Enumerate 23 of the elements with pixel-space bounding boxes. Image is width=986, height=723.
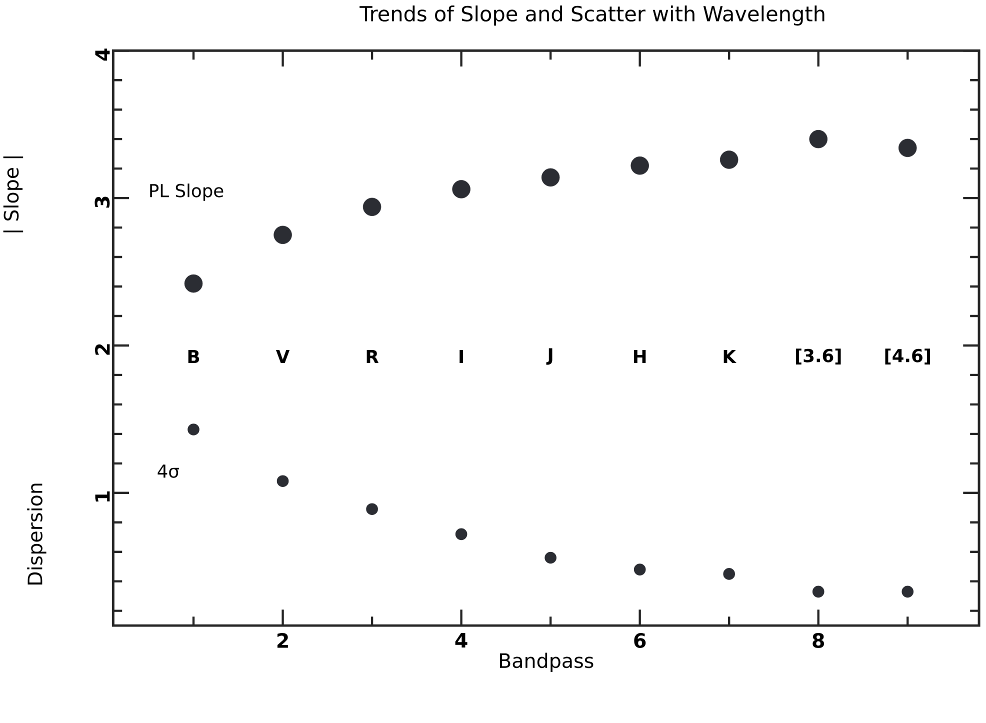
- x-tick-label: 2: [277, 633, 288, 648]
- x-axis-title: Bandpass: [500, 652, 594, 672]
- annotation: I: [460, 350, 463, 364]
- x-tick-label: 6: [634, 633, 646, 648]
- annotation: B: [188, 350, 200, 364]
- text: Dispersion: [27, 484, 46, 585]
- legend-label: PL Slope: [150, 184, 224, 201]
- y-tick-label: 4: [95, 48, 110, 61]
- annotation: [4.6]: [885, 348, 930, 365]
- x-tick-label: 4: [455, 633, 468, 648]
- annotation: V: [276, 350, 290, 364]
- annotation: K: [724, 350, 737, 364]
- legend-label: 4σ: [158, 464, 179, 478]
- y-tick-label: 1: [95, 491, 110, 502]
- y-tick-label: 2: [95, 344, 110, 355]
- annotation: R: [366, 350, 379, 364]
- chart-title: Trends of Slope and Scatter with Wavelength: [360, 6, 824, 26]
- y-tick-label: 3: [94, 196, 110, 208]
- x-tick-label: 8: [812, 633, 824, 648]
- y-axis-title: | Slope |: [3, 156, 24, 232]
- annotation: H: [634, 350, 646, 364]
- annotation: J: [546, 348, 552, 365]
- annotation: [3.6]: [796, 348, 841, 365]
